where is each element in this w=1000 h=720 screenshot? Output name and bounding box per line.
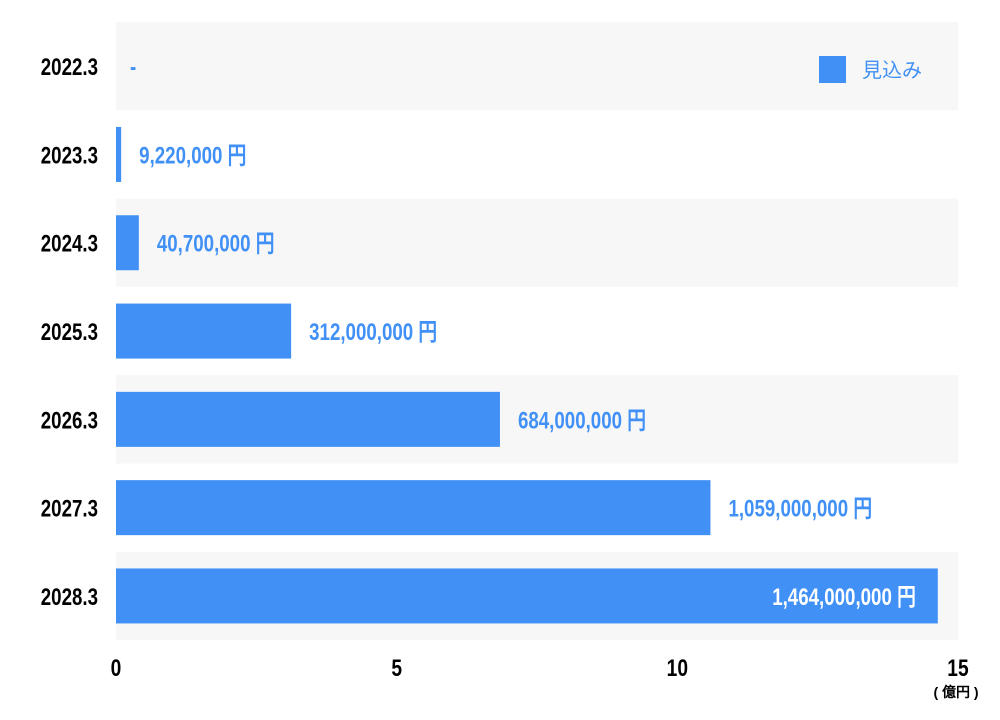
row-band (116, 110, 958, 199)
category-label: 2024.3 (41, 231, 98, 258)
category-label: 2023.3 (41, 142, 98, 169)
value-label: 9,220,000 円 (139, 142, 246, 169)
x-tick-label: 15 (947, 654, 968, 682)
bar (116, 303, 292, 359)
legend-label: 見込み (862, 59, 922, 82)
value-label: 312,000,000 円 (309, 319, 437, 346)
category-label: 2027.3 (41, 495, 98, 522)
bar (116, 126, 122, 182)
x-tick-label: 0 (111, 654, 122, 682)
value-label: 1,464,000,000 円 (772, 584, 916, 611)
row-band (116, 22, 958, 111)
category-label: 2026.3 (41, 407, 98, 434)
value-label: 40,700,000 円 (157, 231, 275, 258)
x-tick-label: 10 (667, 654, 688, 682)
category-label: 2028.3 (41, 584, 98, 611)
bar (116, 480, 711, 536)
value-label: 684,000,000 円 (518, 407, 646, 434)
x-axis-unit-label: ( 億円 ) (933, 684, 978, 700)
category-label: 2025.3 (41, 319, 98, 346)
legend-swatch (819, 56, 846, 83)
value-label: - (130, 54, 136, 81)
value-label: 1,059,000,000 円 (728, 495, 872, 522)
category-label: 2022.3 (41, 54, 98, 81)
row-band (116, 198, 958, 287)
bar (116, 215, 139, 271)
x-tick-label: 5 (391, 654, 402, 682)
bar (116, 568, 938, 624)
bar (116, 391, 500, 447)
